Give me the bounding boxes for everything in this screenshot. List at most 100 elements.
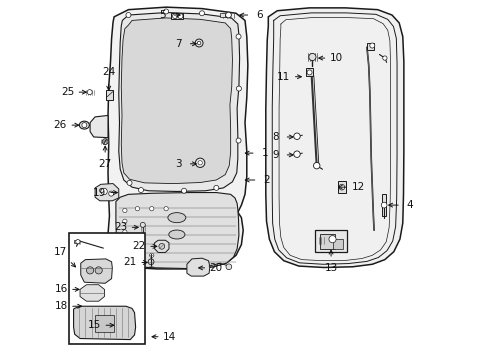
- Bar: [95, 315, 114, 332]
- Circle shape: [307, 70, 312, 75]
- Ellipse shape: [169, 230, 185, 239]
- Text: 23: 23: [114, 222, 127, 232]
- Circle shape: [149, 253, 154, 257]
- Circle shape: [381, 202, 387, 208]
- Polygon shape: [81, 259, 112, 283]
- Circle shape: [122, 251, 127, 256]
- Bar: [69, 233, 145, 344]
- Bar: [367, 43, 374, 50]
- Circle shape: [127, 180, 132, 185]
- Text: 26: 26: [54, 120, 67, 130]
- Text: 18: 18: [54, 301, 68, 311]
- Text: 21: 21: [123, 257, 137, 267]
- Circle shape: [196, 158, 205, 167]
- Circle shape: [370, 43, 375, 48]
- Polygon shape: [119, 13, 240, 192]
- Text: 20: 20: [210, 263, 223, 273]
- Circle shape: [339, 184, 344, 190]
- Polygon shape: [90, 116, 108, 138]
- Circle shape: [172, 14, 177, 19]
- Text: 6: 6: [256, 10, 263, 20]
- Text: 19: 19: [93, 188, 106, 198]
- Bar: [306, 68, 313, 76]
- Circle shape: [122, 219, 127, 224]
- Circle shape: [314, 162, 320, 169]
- Bar: [338, 181, 346, 193]
- Text: 1: 1: [261, 148, 268, 158]
- Circle shape: [159, 243, 165, 249]
- Text: 24: 24: [102, 67, 115, 77]
- Circle shape: [122, 208, 127, 213]
- Text: 5: 5: [159, 10, 166, 20]
- Polygon shape: [187, 258, 210, 276]
- Circle shape: [164, 207, 168, 211]
- Bar: [171, 13, 183, 19]
- Text: 10: 10: [330, 53, 343, 63]
- Bar: [74, 240, 78, 243]
- Bar: [333, 239, 343, 249]
- Text: 14: 14: [163, 332, 176, 342]
- Circle shape: [122, 240, 127, 245]
- Circle shape: [236, 138, 241, 143]
- Circle shape: [198, 161, 202, 165]
- Circle shape: [236, 86, 242, 91]
- Circle shape: [135, 207, 140, 211]
- Circle shape: [126, 13, 131, 18]
- Bar: [106, 90, 113, 100]
- Circle shape: [383, 56, 387, 60]
- Text: 11: 11: [277, 72, 291, 82]
- Circle shape: [294, 151, 300, 157]
- Polygon shape: [74, 306, 136, 339]
- Text: 15: 15: [88, 320, 101, 330]
- Ellipse shape: [79, 121, 89, 129]
- Polygon shape: [116, 193, 239, 269]
- Circle shape: [135, 253, 140, 257]
- Text: 4: 4: [407, 200, 413, 210]
- Circle shape: [76, 239, 80, 244]
- Bar: [320, 234, 335, 249]
- Text: 12: 12: [351, 182, 365, 192]
- Circle shape: [122, 230, 127, 234]
- Polygon shape: [266, 8, 404, 267]
- Circle shape: [181, 188, 187, 193]
- Circle shape: [149, 207, 154, 211]
- Text: 9: 9: [272, 150, 279, 160]
- Circle shape: [225, 12, 231, 18]
- Circle shape: [195, 39, 203, 47]
- Text: 8: 8: [272, 132, 279, 142]
- Circle shape: [197, 41, 201, 45]
- Bar: [382, 194, 386, 216]
- Polygon shape: [122, 18, 232, 184]
- Circle shape: [164, 9, 169, 14]
- Circle shape: [82, 123, 87, 128]
- Text: 25: 25: [61, 87, 74, 97]
- Text: 17: 17: [54, 247, 67, 257]
- Circle shape: [199, 11, 204, 16]
- Circle shape: [95, 267, 102, 274]
- Circle shape: [294, 133, 300, 139]
- Circle shape: [148, 259, 154, 265]
- Circle shape: [309, 53, 316, 60]
- Text: 2: 2: [263, 175, 270, 185]
- Polygon shape: [155, 240, 169, 252]
- Circle shape: [178, 14, 183, 19]
- Circle shape: [87, 90, 92, 95]
- Text: 7: 7: [175, 39, 182, 49]
- Polygon shape: [108, 7, 248, 269]
- Ellipse shape: [168, 213, 186, 223]
- Text: 16: 16: [54, 284, 68, 294]
- Circle shape: [329, 235, 336, 243]
- Polygon shape: [80, 285, 104, 301]
- Circle shape: [87, 267, 94, 274]
- Bar: [315, 230, 347, 252]
- Bar: [220, 13, 225, 17]
- Circle shape: [101, 188, 107, 195]
- Circle shape: [109, 191, 114, 196]
- Circle shape: [139, 188, 144, 193]
- Circle shape: [102, 139, 108, 144]
- Polygon shape: [95, 184, 119, 201]
- Circle shape: [140, 222, 146, 227]
- Text: 3: 3: [175, 159, 182, 169]
- Circle shape: [214, 185, 219, 190]
- Circle shape: [226, 264, 232, 270]
